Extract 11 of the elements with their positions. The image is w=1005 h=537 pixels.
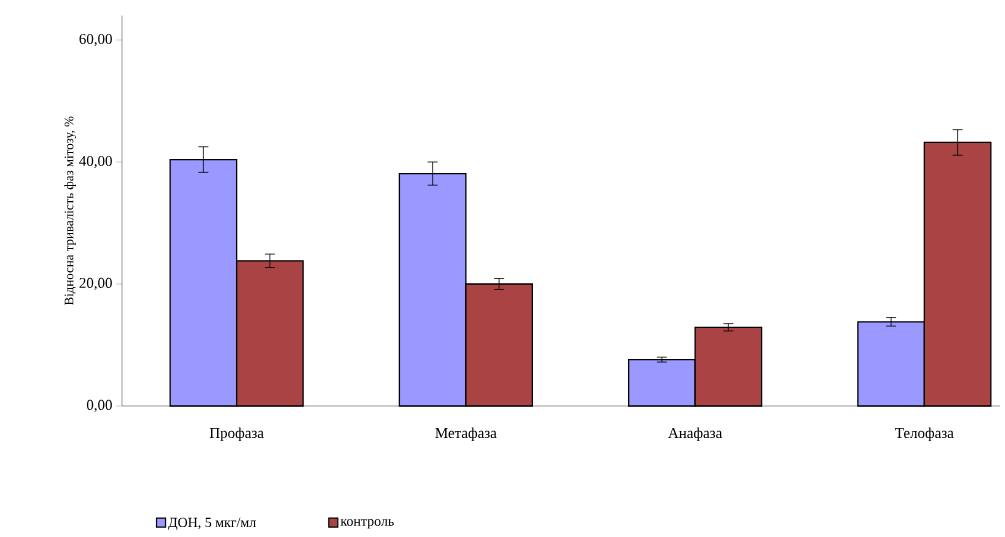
y-tick-label: 60,00 [79, 33, 112, 47]
x-tick-label: Анафаза [668, 427, 723, 442]
y-tick-label: 40,00 [79, 155, 112, 169]
x-tick-label: Метафаза [435, 427, 497, 442]
y-tick-label: 0,00 [86, 399, 112, 413]
x-tick-label: Телофаза [895, 427, 954, 442]
legend-label: ДОН, 5 мкг/мл [168, 517, 256, 530]
x-tick-label: Профаза [209, 427, 264, 442]
y-axis-title: Відносна тривалість фаз мітозу, % [64, 116, 77, 306]
y-tick-label: 20,00 [79, 277, 112, 291]
legend-label: контроль [340, 519, 394, 529]
